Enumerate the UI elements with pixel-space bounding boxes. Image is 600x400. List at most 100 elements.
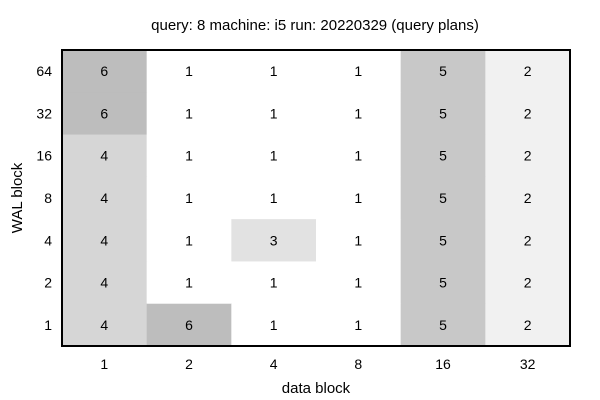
heatmap-cell-label: 5 bbox=[439, 317, 447, 333]
x-tick-label: 8 bbox=[354, 356, 362, 372]
heatmap-cell-label: 5 bbox=[439, 63, 447, 79]
heatmap-cell-label: 1 bbox=[185, 148, 193, 164]
y-tick-label: 4 bbox=[44, 232, 52, 248]
heatmap-cell-label: 6 bbox=[100, 105, 108, 121]
heatmap-cell-label: 5 bbox=[439, 190, 447, 206]
heatmap-cell-label: 1 bbox=[270, 190, 278, 206]
x-axis-label: data block bbox=[282, 380, 351, 397]
heatmap-cell bbox=[62, 261, 148, 305]
heatmap-cell-label: 1 bbox=[354, 63, 362, 79]
heatmap-cell-label: 1 bbox=[185, 190, 193, 206]
heatmap-cell-label: 1 bbox=[354, 275, 362, 291]
heatmap-cell bbox=[485, 92, 571, 136]
heatmap-cell bbox=[485, 50, 571, 93]
heatmap-cell-label: 1 bbox=[185, 105, 193, 121]
x-tick-label: 1 bbox=[100, 356, 108, 372]
heatmap-cell bbox=[146, 261, 232, 305]
heatmap-cell-label: 1 bbox=[270, 148, 278, 164]
heatmap-cell bbox=[485, 176, 571, 220]
heatmap-cell-label: 2 bbox=[524, 105, 532, 121]
heatmap-cell bbox=[231, 50, 317, 93]
y-tick-label: 32 bbox=[36, 105, 52, 121]
heatmap-cell-label: 1 bbox=[270, 317, 278, 333]
heatmap-cell bbox=[485, 219, 571, 262]
heatmap-cell bbox=[316, 92, 402, 136]
heatmap-cell bbox=[62, 219, 148, 262]
heatmap-cell-label: 6 bbox=[100, 63, 108, 79]
y-tick-label: 64 bbox=[36, 63, 52, 79]
heatmap-cell bbox=[62, 176, 148, 220]
heatmap-cell bbox=[231, 92, 317, 136]
heatmap-cell bbox=[316, 219, 402, 262]
heatmap-cell-label: 4 bbox=[100, 232, 108, 248]
heatmap-cell bbox=[146, 176, 232, 220]
heatmap-cell-label: 2 bbox=[524, 148, 532, 164]
heatmap-cell-label: 4 bbox=[100, 190, 108, 206]
heatmap-cell-label: 1 bbox=[185, 63, 193, 79]
heatmap-cell bbox=[485, 303, 571, 347]
heatmap-cell bbox=[316, 303, 402, 347]
heatmap-cell bbox=[316, 50, 402, 93]
heatmap-cell bbox=[231, 303, 317, 347]
heatmap-cell bbox=[400, 219, 486, 262]
heatmap-cell-label: 2 bbox=[524, 63, 532, 79]
heatmap-cell-label: 1 bbox=[270, 63, 278, 79]
y-tick-label: 1 bbox=[44, 317, 52, 333]
heatmap-cell bbox=[400, 303, 486, 347]
heatmap-cell bbox=[231, 219, 317, 262]
x-tick-label: 4 bbox=[270, 356, 278, 372]
x-axis-ticks: 1 2 4 8 16 32 bbox=[100, 356, 535, 372]
y-axis-ticks: 64 32 16 8 4 2 1 bbox=[36, 63, 52, 333]
heatmap-cell bbox=[400, 92, 486, 136]
heatmap-cell-label: 2 bbox=[524, 275, 532, 291]
x-tick-label: 2 bbox=[185, 356, 193, 372]
heatmap-cell-label: 5 bbox=[439, 232, 447, 248]
heatmap-cell-label: 1 bbox=[270, 105, 278, 121]
heatmap-cell bbox=[400, 176, 486, 220]
heatmap-cell-label: 1 bbox=[270, 275, 278, 291]
heatmap-cell bbox=[400, 261, 486, 305]
x-tick-label: 32 bbox=[520, 356, 536, 372]
y-tick-label: 8 bbox=[44, 190, 52, 206]
heatmap-cell-label: 1 bbox=[185, 275, 193, 291]
heatmap-cell bbox=[485, 134, 571, 178]
heatmap-cell bbox=[146, 50, 232, 93]
heatmap-cell bbox=[62, 50, 148, 93]
y-axis-label: WAL block bbox=[9, 162, 26, 233]
chart-title: query: 8 machine: i5 run: 20220329 (quer… bbox=[151, 17, 479, 34]
heatmap-cell-label: 1 bbox=[185, 232, 193, 248]
y-tick-label: 2 bbox=[44, 275, 52, 291]
heatmap-cell-label: 1 bbox=[354, 190, 362, 206]
plot-frame bbox=[61, 49, 571, 347]
heatmap-cell-label: 5 bbox=[439, 148, 447, 164]
heatmap-cell-label: 2 bbox=[524, 190, 532, 206]
heatmap-cell-label: 3 bbox=[270, 232, 278, 248]
heatmap-cell-label: 2 bbox=[524, 317, 532, 333]
heatmap-cell-label: 1 bbox=[354, 317, 362, 333]
heatmap-cell bbox=[146, 219, 232, 262]
y-tick-label: 16 bbox=[36, 148, 52, 164]
heatmap-cell bbox=[146, 134, 232, 178]
heatmap-cell-label: 1 bbox=[354, 105, 362, 121]
heatmap-cell bbox=[316, 134, 402, 178]
heatmap-cell-label: 4 bbox=[100, 317, 108, 333]
heatmap-cell-label: 4 bbox=[100, 148, 108, 164]
heatmap-cell bbox=[231, 176, 317, 220]
heatmap-cell bbox=[62, 92, 148, 136]
heatmap-cell-label: 5 bbox=[439, 105, 447, 121]
heatmap-cell-label: 4 bbox=[100, 275, 108, 291]
heatmap-cell-label: 1 bbox=[354, 148, 362, 164]
heatmap-cell bbox=[400, 134, 486, 178]
heatmap-cell-label: 2 bbox=[524, 232, 532, 248]
heatmap-cell bbox=[400, 50, 486, 93]
heatmap-cell bbox=[485, 261, 571, 305]
heatmap-cell bbox=[231, 134, 317, 178]
heatmap-cell bbox=[316, 176, 402, 220]
heatmap-cell bbox=[316, 261, 402, 305]
heatmap-cell bbox=[231, 261, 317, 305]
heatmap-cell-label: 5 bbox=[439, 275, 447, 291]
heatmap-cell bbox=[146, 303, 232, 347]
x-tick-label: 16 bbox=[435, 356, 451, 372]
heatmap-cell bbox=[62, 134, 148, 178]
